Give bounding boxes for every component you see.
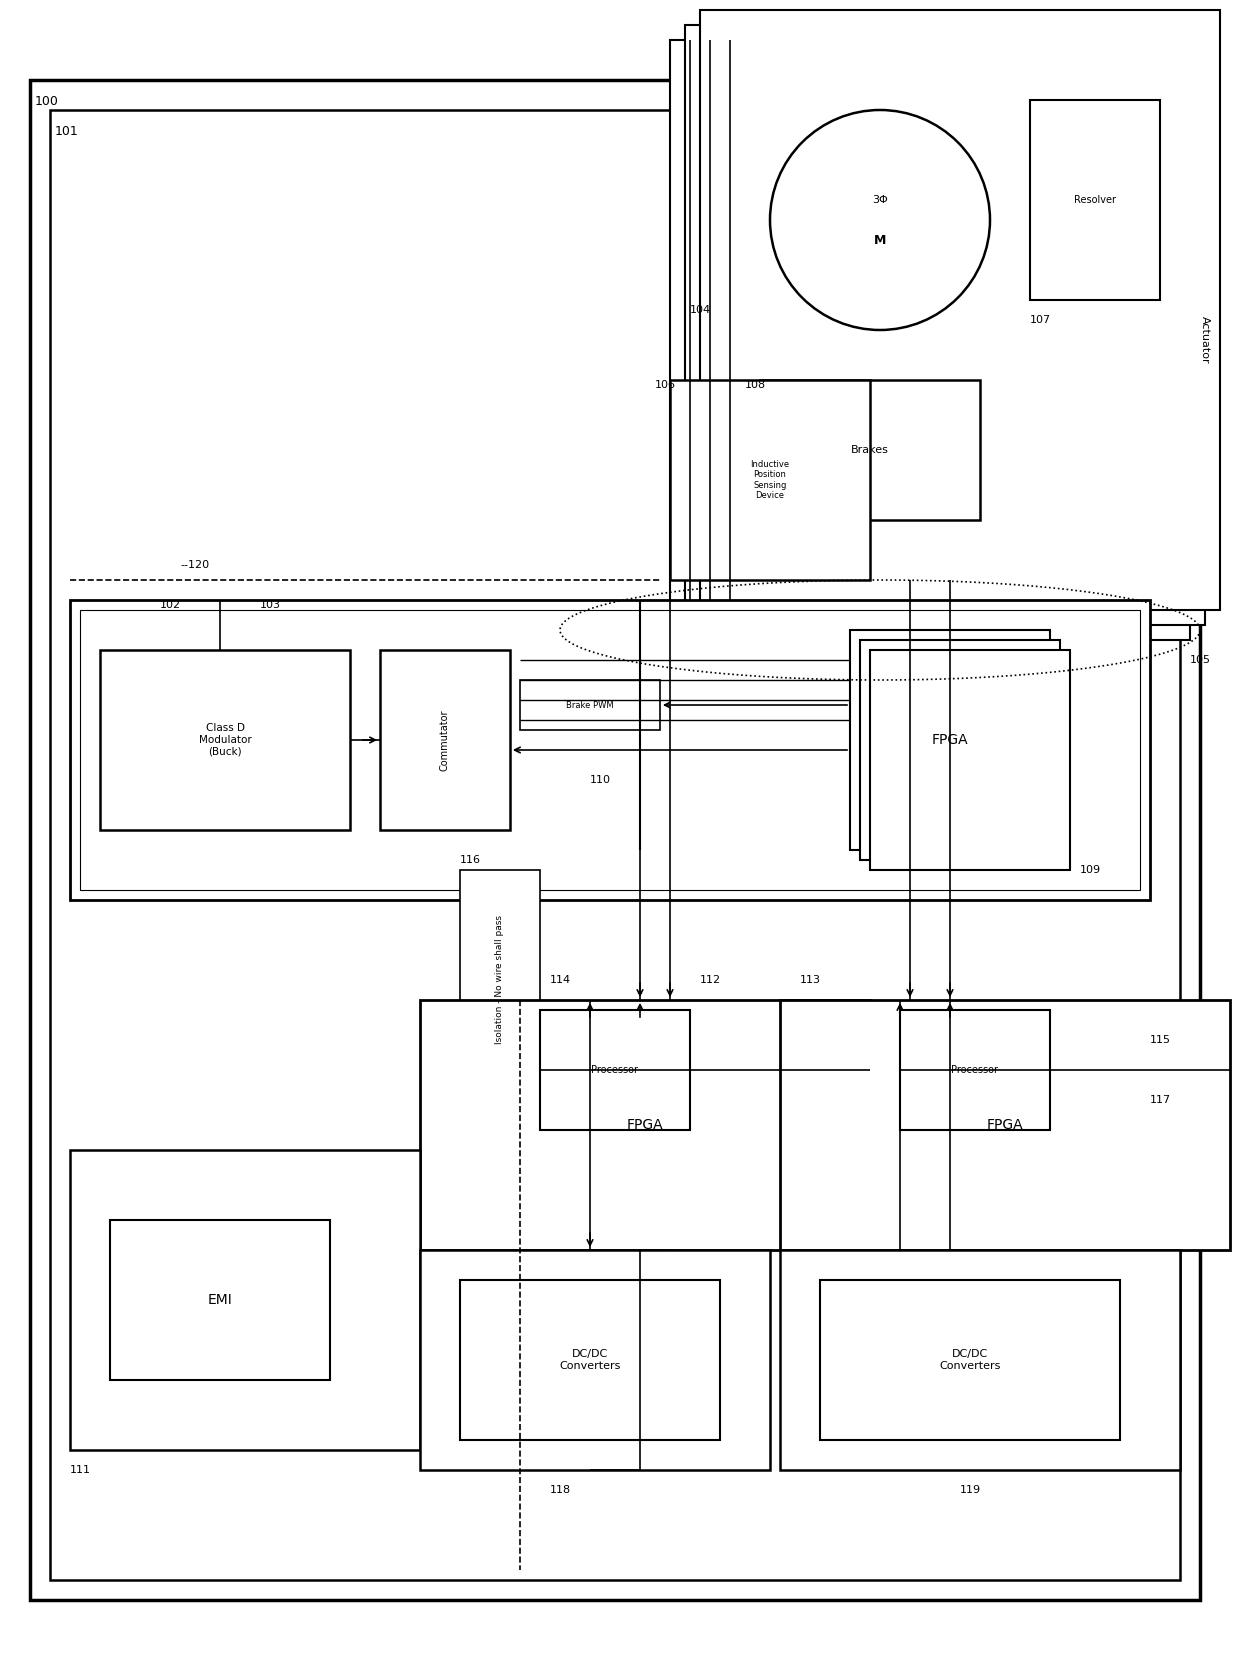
Bar [460, 869, 539, 1090]
Text: 118: 118 [549, 1485, 570, 1495]
Text: 108: 108 [745, 380, 766, 390]
Bar [420, 1000, 870, 1249]
Bar [379, 650, 510, 830]
Text: 104: 104 [689, 305, 711, 315]
Text: M: M [874, 234, 887, 247]
Text: FPGA: FPGA [987, 1118, 1023, 1131]
Text: EMI: EMI [207, 1292, 232, 1307]
Bar [100, 650, 350, 830]
Text: 112: 112 [701, 975, 722, 985]
Text: Processor: Processor [951, 1065, 998, 1075]
Bar [780, 1000, 1230, 1249]
Text: 107: 107 [1030, 315, 1052, 325]
Text: 102: 102 [160, 601, 181, 611]
Bar [820, 1281, 1120, 1440]
Bar [460, 1281, 720, 1440]
Bar [69, 601, 1149, 899]
Bar [849, 630, 1050, 849]
Bar [1030, 100, 1159, 300]
Bar [50, 109, 1180, 1579]
Text: 101: 101 [55, 124, 79, 138]
Text: Inductive
Position
Sensing
Device: Inductive Position Sensing Device [750, 460, 790, 499]
Text: 106: 106 [655, 380, 676, 390]
Text: 115: 115 [1149, 1035, 1171, 1045]
Text: Class D
Modulator
(Buck): Class D Modulator (Buck) [198, 723, 252, 757]
Bar [69, 1150, 420, 1450]
Text: 105: 105 [1190, 655, 1211, 665]
Text: 109: 109 [1080, 864, 1101, 874]
Text: 110: 110 [590, 775, 611, 785]
Text: Resolver: Resolver [1074, 196, 1116, 206]
Text: DC/DC
Converters: DC/DC Converters [559, 1349, 621, 1370]
Bar [670, 40, 1190, 640]
Text: --120: --120 [180, 561, 210, 571]
Text: Isolation - No wire shall pass: Isolation - No wire shall pass [496, 916, 505, 1045]
Bar [110, 1219, 330, 1380]
Text: Commutator: Commutator [440, 710, 450, 771]
Text: 113: 113 [800, 975, 821, 985]
Bar [420, 1249, 770, 1470]
Text: 103: 103 [260, 601, 281, 611]
Bar [900, 1010, 1050, 1130]
Text: 114: 114 [551, 975, 572, 985]
Text: FPGA: FPGA [931, 733, 968, 747]
Text: Actuator: Actuator [1200, 317, 1210, 363]
Bar [670, 380, 870, 581]
Bar [870, 650, 1070, 869]
Bar [81, 611, 1140, 889]
Text: 116: 116 [460, 854, 481, 864]
Bar [760, 380, 980, 519]
Text: Processor: Processor [591, 1065, 639, 1075]
Text: Brake PWM: Brake PWM [567, 700, 614, 710]
Text: 3Φ: 3Φ [872, 196, 888, 206]
Bar [520, 680, 660, 730]
Bar [861, 640, 1060, 859]
Text: DC/DC
Converters: DC/DC Converters [940, 1349, 1001, 1370]
Text: Brakes: Brakes [851, 445, 889, 455]
Bar [539, 1010, 689, 1130]
Text: 100: 100 [35, 95, 58, 108]
Text: 117: 117 [1149, 1095, 1171, 1105]
Bar [780, 1249, 1180, 1470]
Text: 111: 111 [69, 1465, 91, 1475]
Text: 119: 119 [960, 1485, 981, 1495]
Bar [701, 10, 1220, 611]
Text: FPGA: FPGA [626, 1118, 663, 1131]
Bar [684, 25, 1205, 625]
